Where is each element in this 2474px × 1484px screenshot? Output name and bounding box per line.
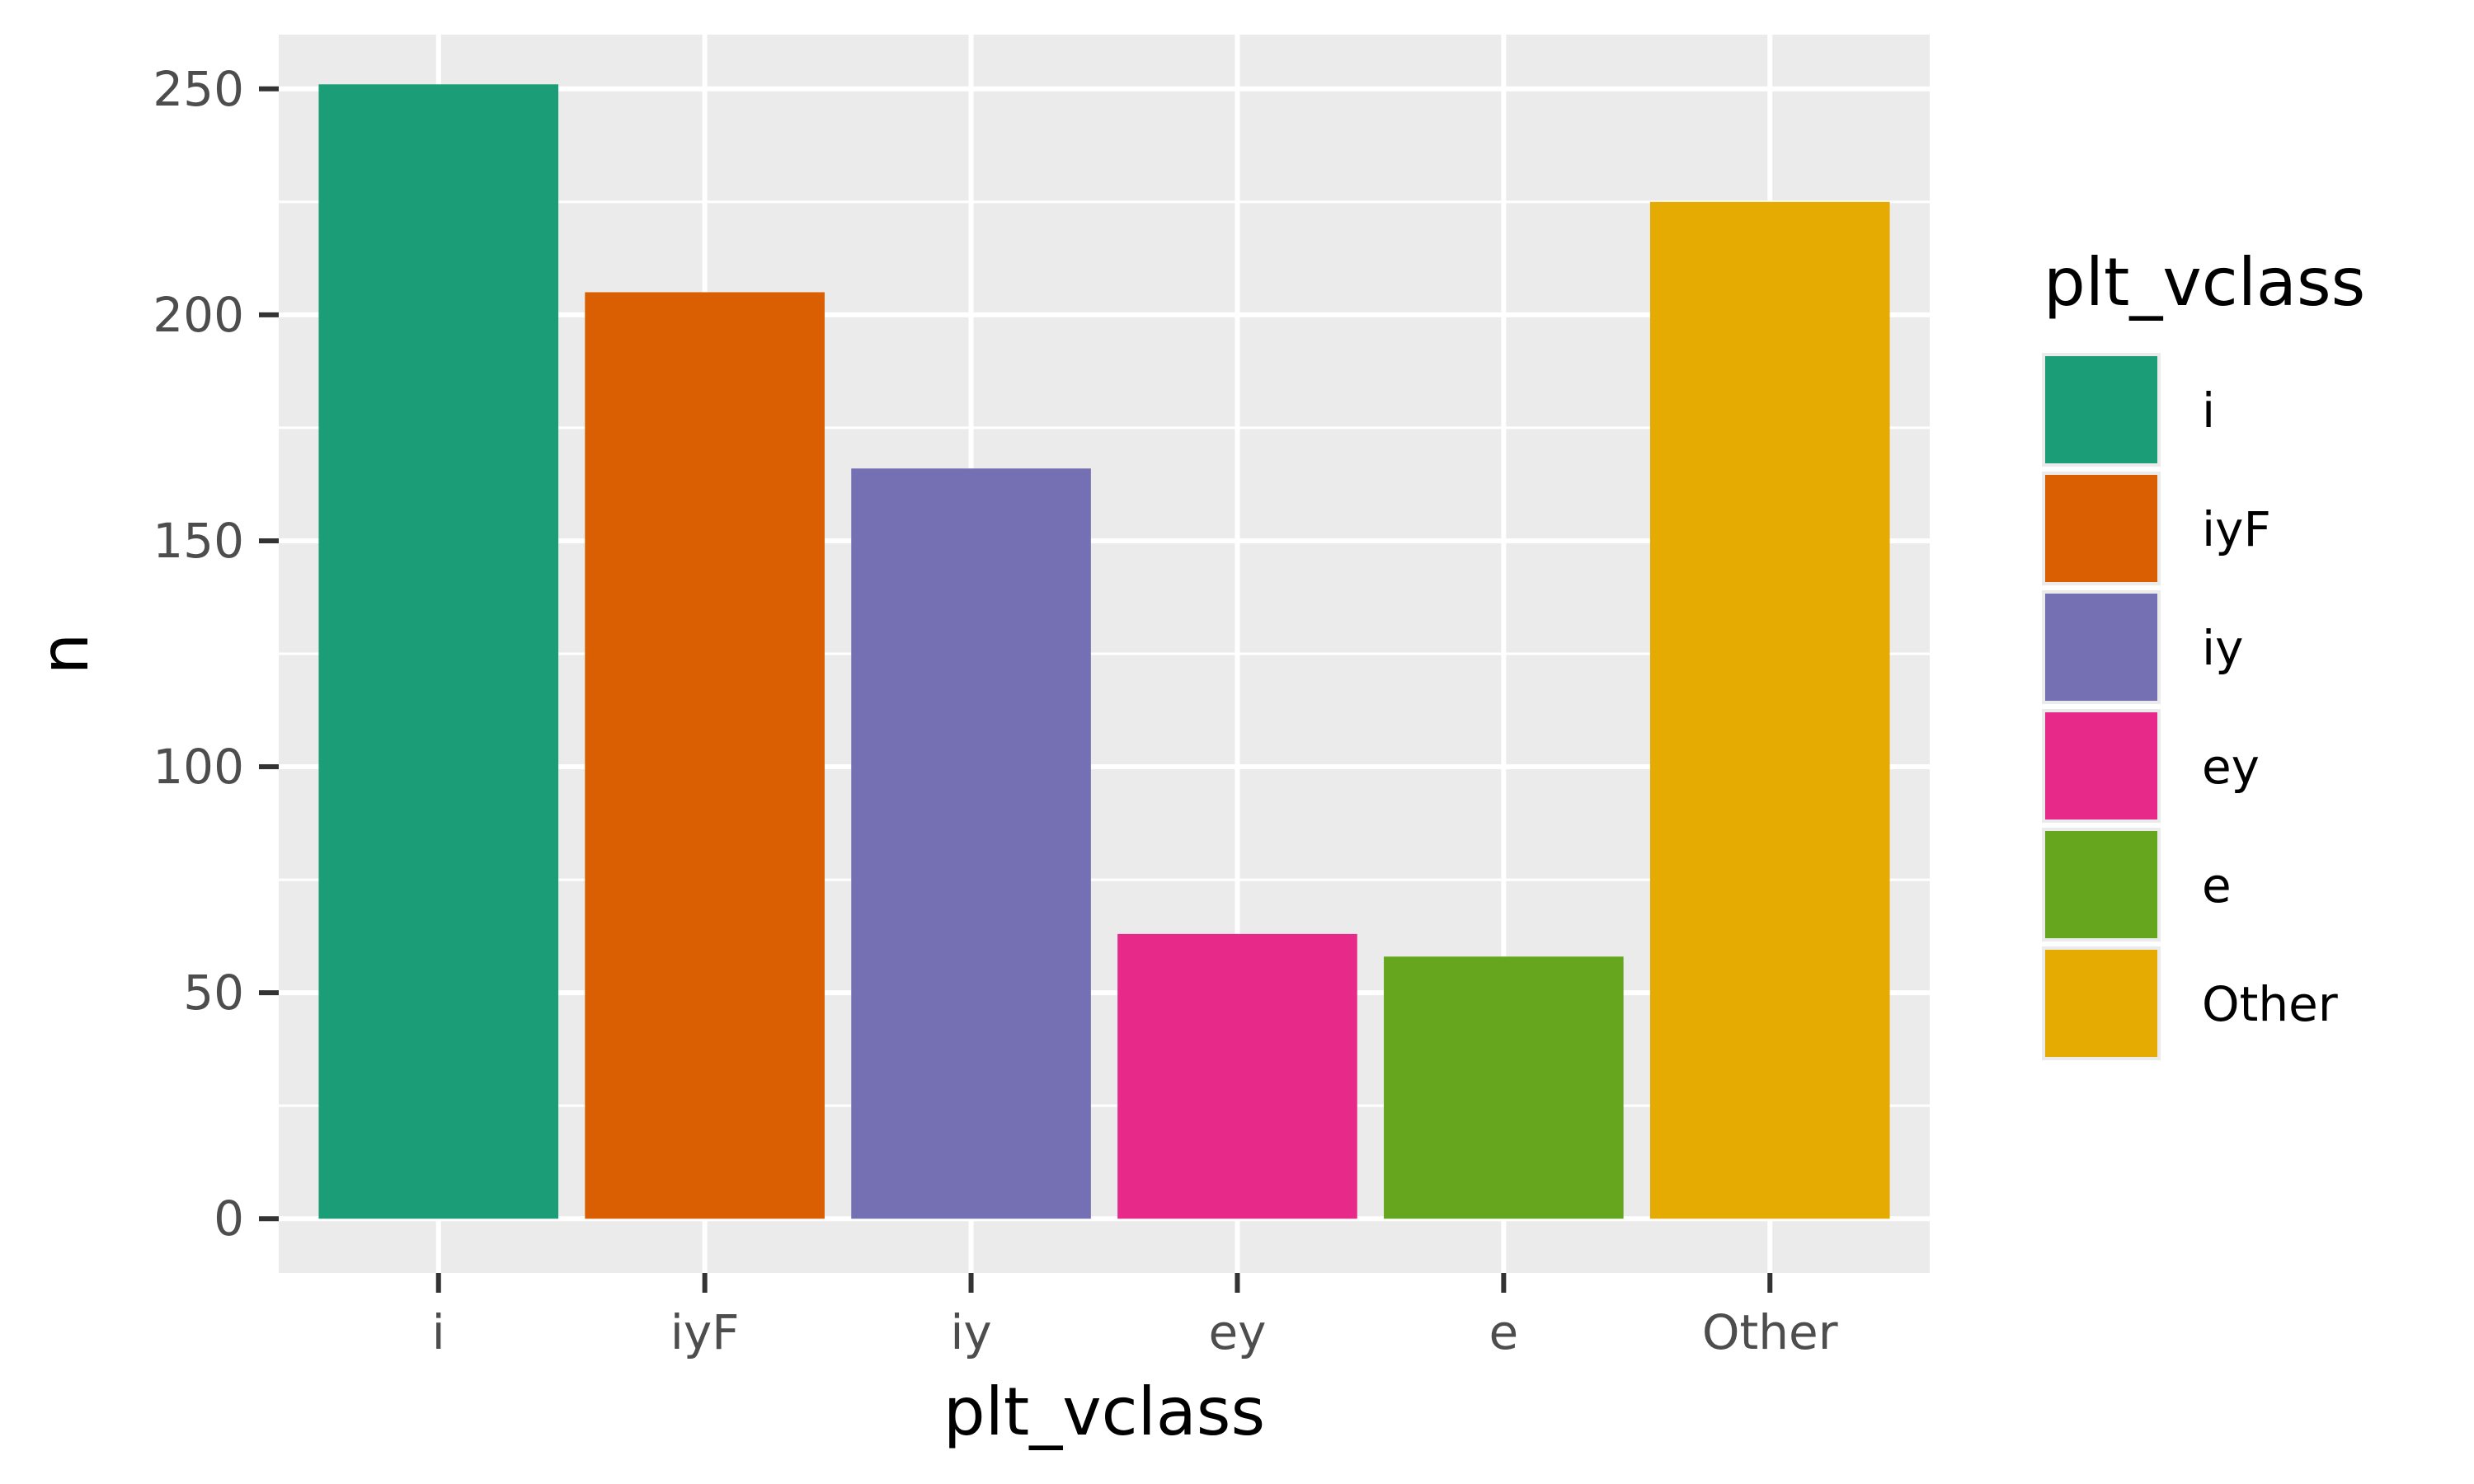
y-axis: 0 50 100 150 200 250 xyxy=(153,61,279,1247)
x-tick-label: i xyxy=(432,1304,445,1360)
bar-ey xyxy=(1117,933,1357,1219)
y-tick-label: 0 xyxy=(214,1190,244,1247)
x-axis: i iyF iy ey e Other xyxy=(432,1273,1838,1360)
y-tick-label: 50 xyxy=(183,965,244,1021)
x-tick-label: ey xyxy=(1208,1304,1266,1360)
legend-title: plt_vclass xyxy=(2044,244,2365,321)
legend-label: e xyxy=(2202,857,2232,913)
legend-label: i xyxy=(2202,383,2215,439)
legend-key-other xyxy=(2042,946,2161,1060)
y-tick-label: 200 xyxy=(153,287,244,343)
bar-e xyxy=(1384,956,1624,1219)
legend-label: iyF xyxy=(2202,501,2271,557)
y-tick-label: 250 xyxy=(153,61,244,117)
x-tick-label: iy xyxy=(950,1304,991,1360)
legend-key-iy xyxy=(2042,590,2161,704)
legend-key-i xyxy=(2042,353,2161,467)
bars xyxy=(318,84,1890,1219)
legend-key-e xyxy=(2042,828,2161,942)
x-axis-title: plt_vclass xyxy=(943,1374,1265,1450)
x-tick-label: Other xyxy=(1702,1304,1838,1360)
legend-key-ey xyxy=(2042,709,2161,823)
x-tick-label: iyF xyxy=(670,1304,740,1360)
legend-key-iyf xyxy=(2042,472,2161,585)
bar-iyf xyxy=(585,292,825,1219)
legend-label: Other xyxy=(2202,976,2338,1032)
bar-other xyxy=(1649,201,1890,1219)
legend: plt_vclass i iyF iy ey e Other xyxy=(2042,244,2365,1060)
bar-iy xyxy=(851,468,1091,1219)
legend-label: iy xyxy=(2202,620,2243,676)
legend-label: ey xyxy=(2202,739,2260,795)
y-axis-title: n xyxy=(26,633,103,675)
x-tick-label: e xyxy=(1489,1304,1519,1360)
legend-items: i iyF iy ey e Other xyxy=(2042,353,2338,1060)
y-tick-label: 150 xyxy=(153,513,244,569)
y-tick-label: 100 xyxy=(153,739,244,795)
bar-i xyxy=(318,84,559,1219)
